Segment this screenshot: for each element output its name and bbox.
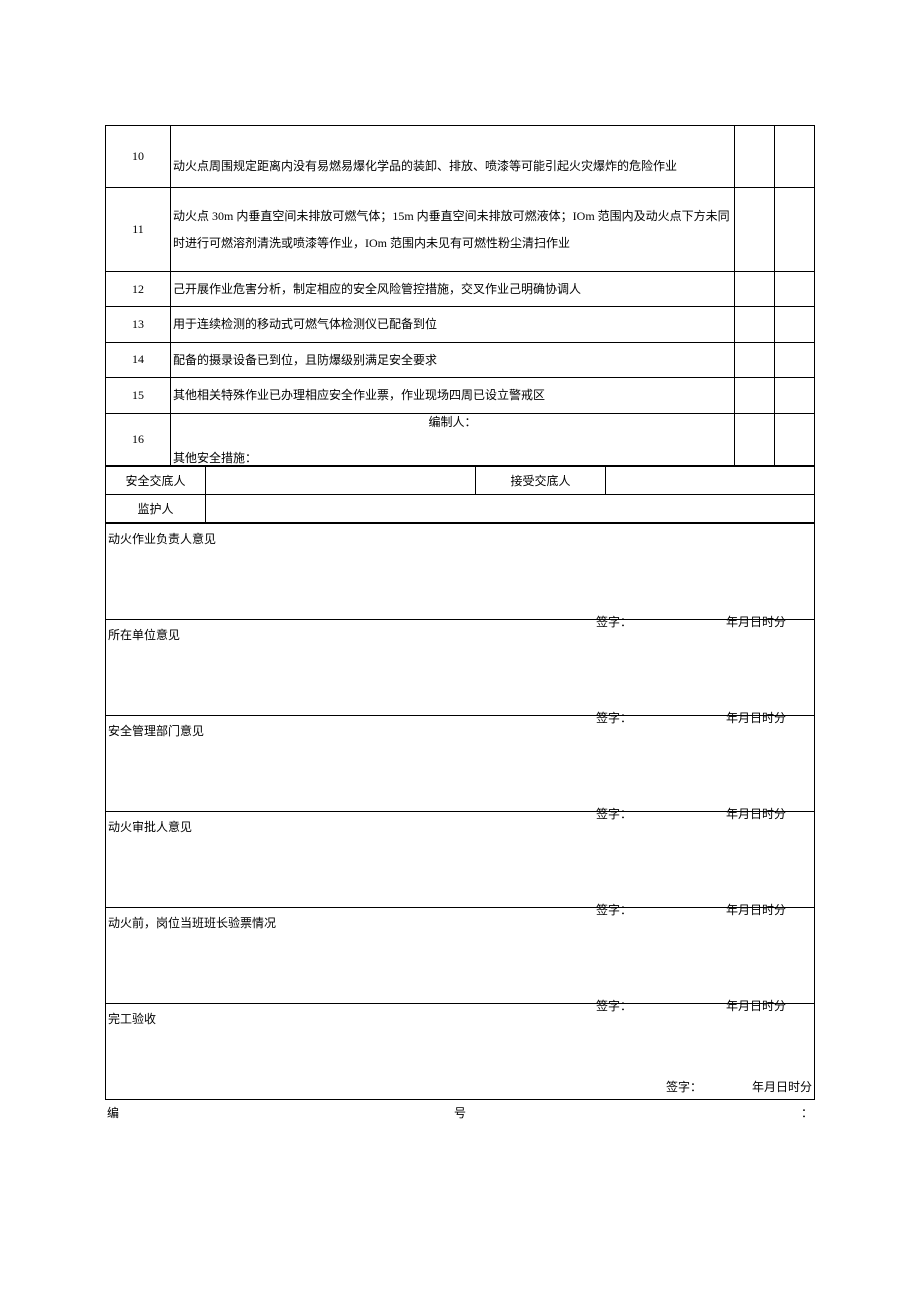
signature-label: 签字： bbox=[666, 1078, 702, 1095]
table-row: 16 其他安全措施： 编制人： bbox=[106, 413, 815, 465]
safety-measures-table: 10 动火点周围规定距离内没有易燃易爆化学品的装卸、排放、喷漆等可能引起火灾爆炸… bbox=[105, 125, 815, 466]
opinion-completion[interactable]: 完工验收 签字： 年月日时分 bbox=[106, 1003, 815, 1099]
check-cell[interactable] bbox=[735, 307, 775, 342]
opinion-approver[interactable]: 动火审批人意见 签字： 年月日时分 bbox=[106, 811, 815, 907]
row-description: 用于连续检测的移动式可燃气体检测仪已配备到位 bbox=[171, 307, 735, 342]
row-description: 动火点周围规定距离内没有易燃易爆化学品的装卸、排放、喷漆等可能引起火灾爆炸的危险… bbox=[171, 126, 735, 188]
check-cell[interactable] bbox=[735, 378, 775, 413]
signer-table: 安全交底人 接受交底人 监护人 bbox=[105, 466, 815, 523]
opinion-title: 动火作业负责人意见 bbox=[108, 530, 216, 547]
table-row: 14 配备的摄录设备已到位，且防爆级别满足安全要求 bbox=[106, 342, 815, 377]
check-cell[interactable] bbox=[775, 378, 815, 413]
table-row: 12 己开展作业危害分析，制定相应的安全风险管控措施，交叉作业己明确协调人 bbox=[106, 272, 815, 307]
opinion-title: 安全管理部门意见 bbox=[108, 722, 204, 739]
opinion-row: 完工验收 签字： 年月日时分 bbox=[106, 1003, 815, 1099]
row-description: 配备的摄录设备已到位，且防爆级别满足安全要求 bbox=[171, 342, 735, 377]
footer-number-row: 编 号 ： bbox=[105, 1104, 815, 1121]
footer-mid: 号 bbox=[454, 1104, 466, 1121]
opinion-responsible[interactable]: 动火作业负责人意见 签字： 年月日时分 bbox=[106, 523, 815, 619]
row-number: 14 bbox=[106, 342, 171, 377]
opinion-title: 动火前，岗位当班班长验票情况 bbox=[108, 914, 276, 931]
opinion-table: 动火作业负责人意见 签字： 年月日时分 所在单位意见 签字： 年月日时分 安全管… bbox=[105, 523, 815, 1100]
check-cell[interactable] bbox=[775, 188, 815, 272]
row-number: 15 bbox=[106, 378, 171, 413]
check-cell[interactable] bbox=[735, 342, 775, 377]
check-cell[interactable] bbox=[775, 126, 815, 188]
signer-row: 监护人 bbox=[106, 494, 815, 522]
check-cell[interactable] bbox=[775, 413, 815, 465]
check-cell[interactable] bbox=[735, 188, 775, 272]
opinion-title: 所在单位意见 bbox=[108, 626, 180, 643]
check-cell[interactable] bbox=[775, 342, 815, 377]
row-number: 16 bbox=[106, 413, 171, 465]
supervisor-label: 监护人 bbox=[106, 494, 206, 522]
row-number: 12 bbox=[106, 272, 171, 307]
table-row: 13 用于连续检测的移动式可燃气体检测仪已配备到位 bbox=[106, 307, 815, 342]
opinion-unit[interactable]: 所在单位意见 签字： 年月日时分 bbox=[106, 619, 815, 715]
other-measures-label: 其他安全措施： bbox=[173, 445, 257, 471]
opinion-shift-leader[interactable]: 动火前，岗位当班班长验票情况 签字： 年月日时分 bbox=[106, 907, 815, 1003]
opinion-title: 动火审批人意见 bbox=[108, 818, 192, 835]
supervisor-value[interactable] bbox=[206, 494, 815, 522]
check-cell[interactable] bbox=[735, 413, 775, 465]
footer-left: 编 bbox=[107, 1104, 119, 1121]
compiler-label: 编制人： bbox=[171, 409, 734, 435]
opinion-safety-dept[interactable]: 安全管理部门意见 签字： 年月日时分 bbox=[106, 715, 815, 811]
row-number: 13 bbox=[106, 307, 171, 342]
row-description: 己开展作业危害分析，制定相应的安全风险管控措施，交叉作业己明确协调人 bbox=[171, 272, 735, 307]
row-number: 10 bbox=[106, 126, 171, 188]
opinion-row: 动火前，岗位当班班长验票情况 签字： 年月日时分 bbox=[106, 907, 815, 1003]
date-label: 年月日时分 bbox=[752, 1078, 812, 1095]
check-cell[interactable] bbox=[735, 126, 775, 188]
receiving-label: 接受交底人 bbox=[476, 466, 606, 494]
check-cell[interactable] bbox=[735, 272, 775, 307]
opinion-row: 动火审批人意见 签字： 年月日时分 bbox=[106, 811, 815, 907]
opinion-row: 安全管理部门意见 签字： 年月日时分 bbox=[106, 715, 815, 811]
row-description: 动火点 30m 内垂直空间未排放可燃气体；15m 内垂直空间未排放可燃液体；IO… bbox=[171, 188, 735, 272]
table-row: 10 动火点周围规定距离内没有易燃易爆化学品的装卸、排放、喷漆等可能引起火灾爆炸… bbox=[106, 126, 815, 188]
table-row: 11 动火点 30m 内垂直空间未排放可燃气体；15m 内垂直空间未排放可燃液体… bbox=[106, 188, 815, 272]
opinion-title: 完工验收 bbox=[108, 1010, 156, 1027]
check-cell[interactable] bbox=[775, 272, 815, 307]
opinion-row: 所在单位意见 签字： 年月日时分 bbox=[106, 619, 815, 715]
footer-right: ： bbox=[801, 1104, 813, 1121]
receiving-value[interactable] bbox=[606, 466, 815, 494]
row-description-container: 其他安全措施： 编制人： bbox=[171, 413, 735, 465]
row-number: 11 bbox=[106, 188, 171, 272]
check-cell[interactable] bbox=[775, 307, 815, 342]
opinion-row: 动火作业负责人意见 签字： 年月日时分 bbox=[106, 523, 815, 619]
